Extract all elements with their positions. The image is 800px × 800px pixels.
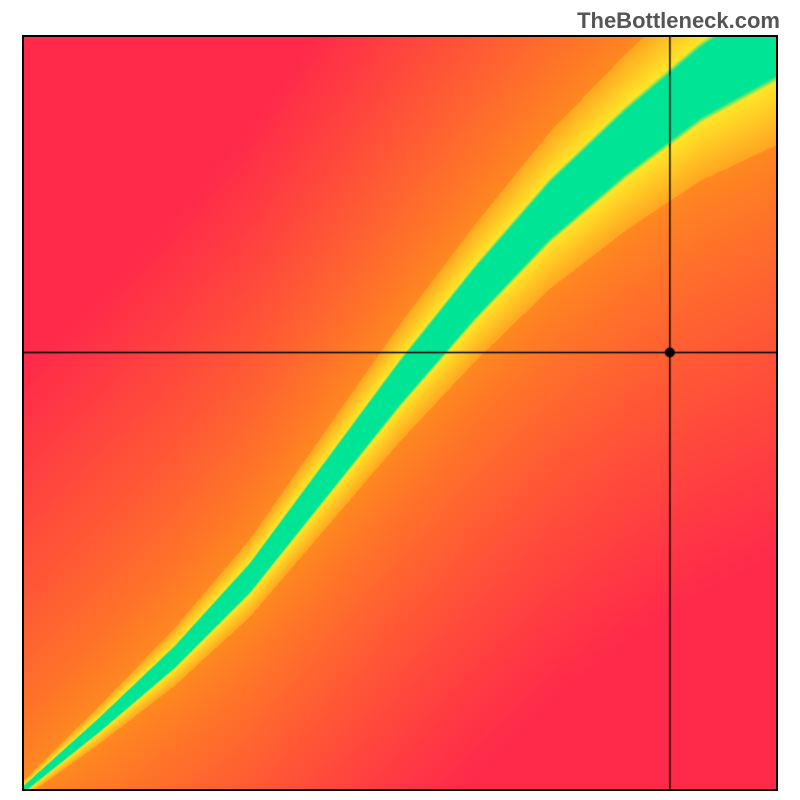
heatmap-plot xyxy=(22,35,778,791)
attribution-text: TheBottleneck.com xyxy=(577,8,780,34)
heatmap-canvas xyxy=(24,37,776,789)
